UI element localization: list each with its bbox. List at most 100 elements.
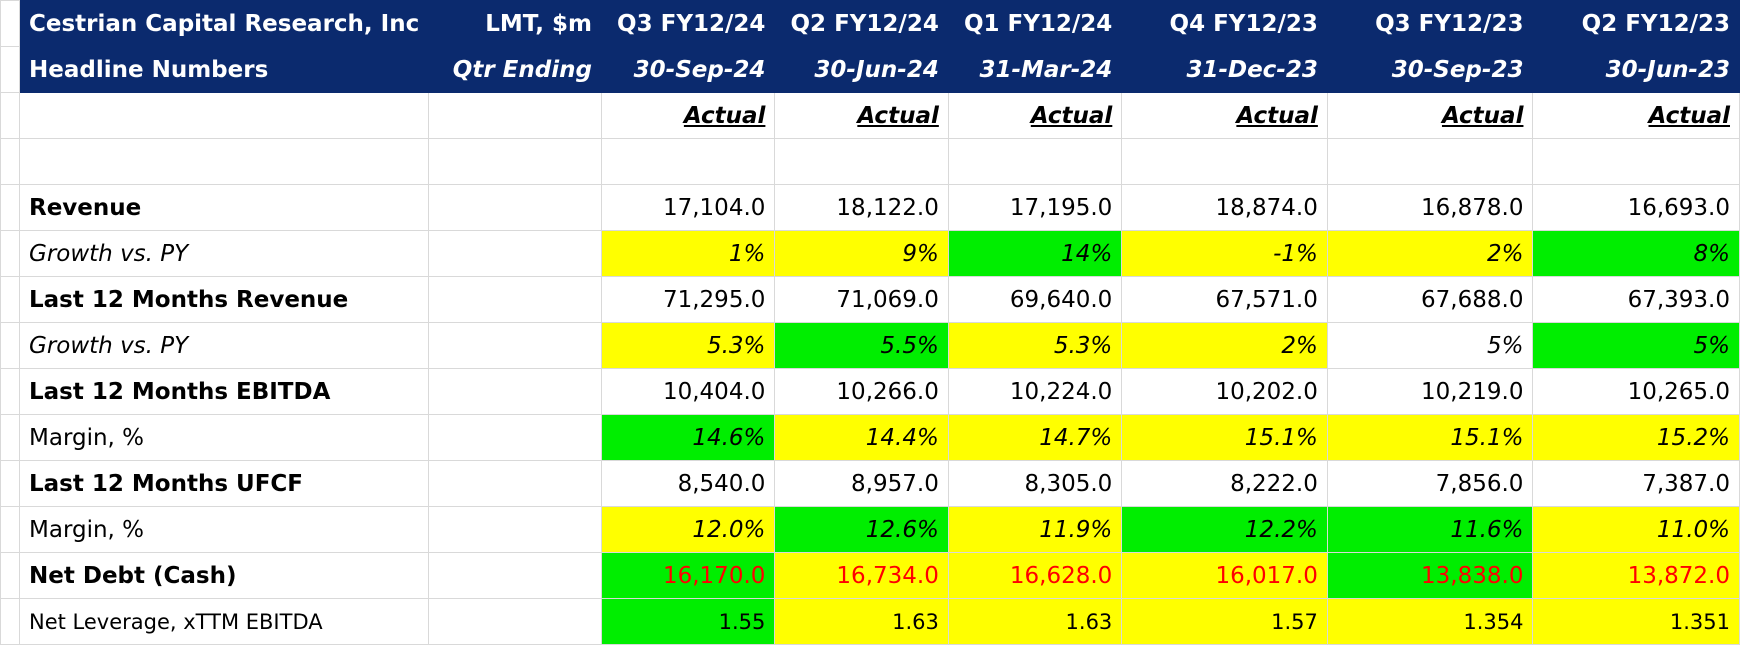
empty-cell[interactable]: [18, 92, 430, 139]
value-cell[interactable]: 1.354: [1326, 598, 1534, 645]
value-cell[interactable]: 10,219.0: [1326, 368, 1534, 415]
row-label[interactable]: Growth vs. PY: [18, 322, 430, 369]
empty-cell[interactable]: [428, 552, 602, 599]
empty-cell[interactable]: [428, 230, 602, 277]
value-cell[interactable]: 1.63: [774, 598, 949, 645]
value-cell[interactable]: 10,224.0: [947, 368, 1123, 415]
value-cell[interactable]: 5.3%: [947, 322, 1123, 369]
empty-cell[interactable]: [600, 138, 776, 185]
value-cell[interactable]: 14.6%: [600, 414, 776, 461]
period-header[interactable]: Q4 FY12/23: [1121, 0, 1328, 47]
period-date[interactable]: 30-Jun-24: [774, 46, 949, 93]
period-header[interactable]: Q3 FY12/23: [1326, 0, 1534, 47]
value-cell[interactable]: 7,856.0: [1326, 460, 1534, 507]
value-cell[interactable]: 5.3%: [600, 322, 776, 369]
period-date[interactable]: 31-Mar-24: [947, 46, 1123, 93]
value-cell[interactable]: 67,393.0: [1532, 276, 1740, 323]
value-cell[interactable]: -1%: [1121, 230, 1328, 277]
value-cell[interactable]: 67,688.0: [1326, 276, 1534, 323]
value-cell[interactable]: 14.7%: [947, 414, 1123, 461]
period-header[interactable]: Q3 FY12/24: [600, 0, 776, 47]
value-cell[interactable]: 8,957.0: [774, 460, 949, 507]
value-cell[interactable]: 16,878.0: [1326, 184, 1534, 231]
subtitle[interactable]: Headline Numbers: [18, 46, 430, 93]
empty-cell[interactable]: [428, 598, 602, 645]
value-cell[interactable]: 16,170.0: [600, 552, 776, 599]
value-cell[interactable]: 18,122.0: [774, 184, 949, 231]
value-cell[interactable]: 2%: [1326, 230, 1534, 277]
value-cell[interactable]: 1%: [600, 230, 776, 277]
row-label[interactable]: Net Debt (Cash): [18, 552, 430, 599]
row-label[interactable]: Growth vs. PY: [18, 230, 430, 277]
value-cell[interactable]: 14%: [947, 230, 1123, 277]
status-cell[interactable]: Actual: [1326, 92, 1534, 139]
value-cell[interactable]: 15.2%: [1532, 414, 1740, 461]
value-cell[interactable]: 12.0%: [600, 506, 776, 553]
value-cell[interactable]: 5%: [1532, 322, 1740, 369]
empty-cell[interactable]: [428, 184, 602, 231]
period-header[interactable]: Q2 FY12/24: [774, 0, 949, 47]
empty-cell[interactable]: [428, 92, 602, 139]
period-header[interactable]: Q2 FY12/23: [1532, 0, 1740, 47]
period-date[interactable]: 30-Sep-24: [600, 46, 776, 93]
row-label[interactable]: Last 12 Months UFCF: [18, 460, 430, 507]
value-cell[interactable]: 17,104.0: [600, 184, 776, 231]
value-cell[interactable]: 8%: [1532, 230, 1740, 277]
value-cell[interactable]: 11.6%: [1326, 506, 1534, 553]
value-cell[interactable]: 11.9%: [947, 506, 1123, 553]
row-label[interactable]: Last 12 Months EBITDA: [18, 368, 430, 415]
empty-cell[interactable]: [428, 460, 602, 507]
empty-cell[interactable]: [1326, 138, 1534, 185]
value-cell[interactable]: 71,295.0: [600, 276, 776, 323]
value-cell[interactable]: 8,222.0: [1121, 460, 1328, 507]
value-cell[interactable]: 12.6%: [774, 506, 949, 553]
value-cell[interactable]: 9%: [774, 230, 949, 277]
value-cell[interactable]: 5.5%: [774, 322, 949, 369]
value-cell[interactable]: 12.2%: [1121, 506, 1328, 553]
empty-cell[interactable]: [428, 138, 602, 185]
value-cell[interactable]: 16,734.0: [774, 552, 949, 599]
empty-cell[interactable]: [428, 414, 602, 461]
value-cell[interactable]: 5%: [1326, 322, 1534, 369]
row-label[interactable]: Margin, %: [18, 506, 430, 553]
qtr-ending-label[interactable]: Qtr Ending: [428, 46, 602, 93]
empty-cell[interactable]: [428, 368, 602, 415]
value-cell[interactable]: 16,693.0: [1532, 184, 1740, 231]
empty-cell[interactable]: [428, 276, 602, 323]
row-label[interactable]: Net Leverage, xTTM EBITDA: [18, 598, 430, 645]
status-cell[interactable]: Actual: [1532, 92, 1740, 139]
status-cell[interactable]: Actual: [947, 92, 1123, 139]
value-cell[interactable]: 16,628.0: [947, 552, 1123, 599]
value-cell[interactable]: 1.57: [1121, 598, 1328, 645]
value-cell[interactable]: 8,305.0: [947, 460, 1123, 507]
value-cell[interactable]: 15.1%: [1121, 414, 1328, 461]
company-name[interactable]: Cestrian Capital Research, Inc: [18, 0, 430, 47]
value-cell[interactable]: 13,838.0: [1326, 552, 1534, 599]
status-cell[interactable]: Actual: [774, 92, 949, 139]
value-cell[interactable]: 1.63: [947, 598, 1123, 645]
value-cell[interactable]: 7,387.0: [1532, 460, 1740, 507]
value-cell[interactable]: 16,017.0: [1121, 552, 1328, 599]
value-cell[interactable]: 14.4%: [774, 414, 949, 461]
period-header[interactable]: Q1 FY12/24: [947, 0, 1123, 47]
period-date[interactable]: 30-Sep-23: [1326, 46, 1534, 93]
row-label[interactable]: Margin, %: [18, 414, 430, 461]
value-cell[interactable]: 1.351: [1532, 598, 1740, 645]
value-cell[interactable]: 67,571.0: [1121, 276, 1328, 323]
value-cell[interactable]: 15.1%: [1326, 414, 1534, 461]
value-cell[interactable]: 8,540.0: [600, 460, 776, 507]
units-label[interactable]: LMT, $m: [428, 0, 602, 47]
row-label[interactable]: Revenue: [18, 184, 430, 231]
row-label[interactable]: Last 12 Months Revenue: [18, 276, 430, 323]
value-cell[interactable]: 13,872.0: [1532, 552, 1740, 599]
value-cell[interactable]: 10,202.0: [1121, 368, 1328, 415]
value-cell[interactable]: 10,266.0: [774, 368, 949, 415]
value-cell[interactable]: 18,874.0: [1121, 184, 1328, 231]
value-cell[interactable]: 1.55: [600, 598, 776, 645]
value-cell[interactable]: 17,195.0: [947, 184, 1123, 231]
period-date[interactable]: 31-Dec-23: [1121, 46, 1328, 93]
status-cell[interactable]: Actual: [600, 92, 776, 139]
value-cell[interactable]: 2%: [1121, 322, 1328, 369]
empty-cell[interactable]: [774, 138, 949, 185]
empty-cell[interactable]: [1532, 138, 1740, 185]
